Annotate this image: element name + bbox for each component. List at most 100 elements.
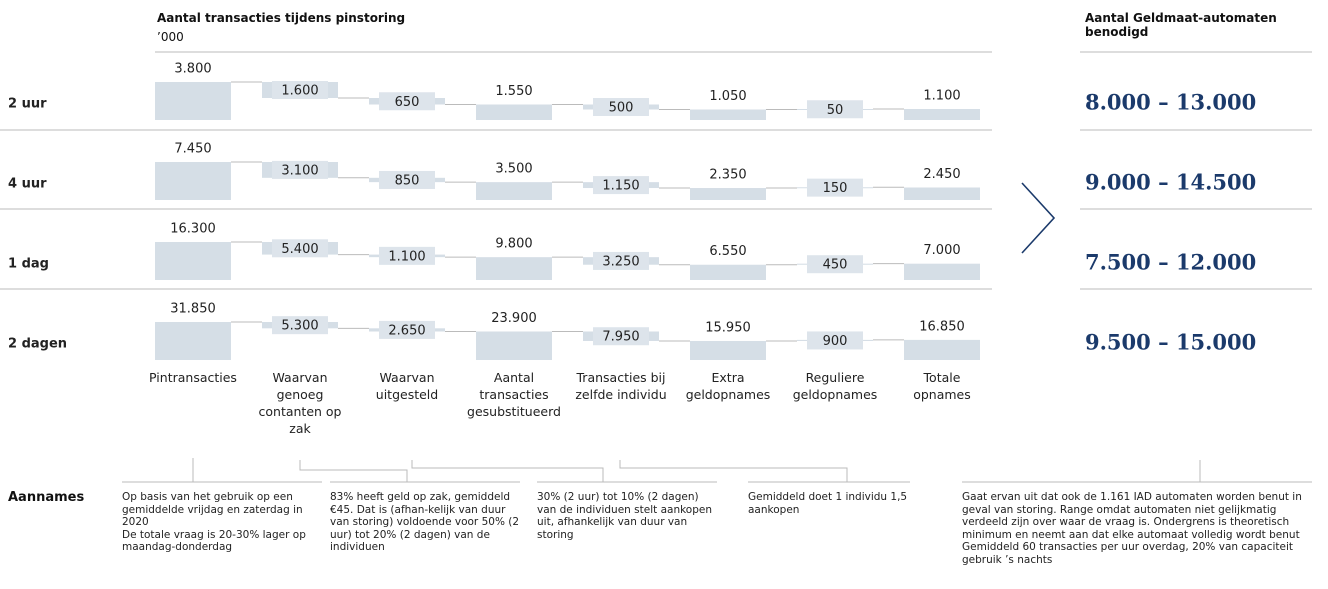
- category-label: Reguliere geldopnames: [792, 370, 878, 402]
- subtitle: ’000: [157, 30, 184, 44]
- bar: [690, 340, 766, 360]
- note-text: De totale vraag is 20-30% lager op maand…: [122, 528, 306, 554]
- value-label: 5.300: [281, 319, 318, 334]
- note-text: 30% (2 uur) tot 10% (2 dagen) van de ind…: [537, 491, 713, 541]
- value-label-box: [593, 98, 649, 116]
- value-label-box: [593, 176, 649, 195]
- result: 7.500 – 12.000: [1085, 250, 1256, 275]
- value-label: 23.900: [491, 311, 537, 326]
- bar: [155, 242, 231, 280]
- bar: [904, 339, 980, 360]
- value-label: 3.800: [174, 62, 211, 77]
- note-text: Op basis van het gebruik op een gemiddel…: [122, 491, 303, 528]
- category-label: Transacties bij zelfde individu: [575, 370, 667, 402]
- note: Gemiddeld doet 1 individu 1,5 aankopen: [748, 491, 913, 516]
- value-label: 450: [823, 258, 848, 273]
- value-label: 1.600: [281, 84, 318, 99]
- value-label: 500: [609, 101, 634, 116]
- bar: [476, 182, 552, 200]
- value-label: 9.800: [495, 237, 532, 252]
- value-label-box: [272, 239, 328, 258]
- value-label-box: [379, 92, 435, 111]
- value-label: 50: [827, 103, 844, 118]
- right-title: Aantal Geldmaat-automaten benodigd: [1085, 11, 1277, 39]
- row-label: 2 uur: [8, 97, 47, 112]
- bar: [476, 257, 552, 280]
- row-label: 1 dag: [8, 257, 49, 272]
- value-label: 1.150: [602, 179, 639, 194]
- value-label: 2.650: [388, 323, 425, 338]
- note-text: 83% heeft geld op zak, gemiddeld €45. Da…: [330, 491, 520, 553]
- assumptions-label: Aannames: [8, 490, 85, 505]
- category-label: Totale opnames: [913, 370, 971, 402]
- value-label: 6.550: [709, 244, 746, 259]
- value-label: 2.450: [923, 167, 960, 182]
- value-label: 7.450: [174, 142, 211, 157]
- value-label: 31.850: [170, 302, 216, 317]
- category-label: Pintransacties: [149, 370, 237, 385]
- arrow-chevron: [1021, 182, 1056, 254]
- value-label-box: [379, 170, 435, 189]
- bar: [155, 322, 231, 360]
- bar: [690, 109, 766, 120]
- value-label-box: [807, 178, 863, 197]
- note: 30% (2 uur) tot 10% (2 dagen) van de ind…: [537, 491, 717, 541]
- bar: [690, 264, 766, 280]
- category-label: Waarvan genoeg contanten op zak: [258, 370, 342, 436]
- category-label: Waarvan uitgesteld: [375, 370, 439, 402]
- value-label: 1.100: [923, 89, 960, 104]
- result: 9.000 – 14.500: [1085, 170, 1256, 195]
- row-label: 2 dagen: [8, 337, 67, 352]
- bar: [904, 263, 980, 280]
- value-label: 16.300: [170, 222, 216, 237]
- value-label: 7.000: [923, 243, 960, 258]
- value-label: 7.950: [602, 330, 639, 345]
- value-label-box: [379, 246, 435, 265]
- result: 9.500 – 15.000: [1085, 330, 1256, 355]
- value-label: 3.500: [495, 162, 532, 177]
- note-text: Gemiddeld 60 transacties per uur overdag…: [962, 541, 1293, 566]
- value-label: 1.050: [709, 89, 746, 104]
- value-label-box: [272, 81, 328, 99]
- value-label-box: [593, 251, 649, 270]
- category-label: Extra geldopnames: [685, 370, 771, 402]
- value-label-box: [272, 160, 328, 179]
- value-label: 850: [395, 173, 420, 188]
- value-label: 3.250: [602, 254, 639, 269]
- value-label: 1.100: [388, 249, 425, 264]
- value-label: 650: [395, 95, 420, 110]
- note: Gaat ervan uit dat ook de 1.161 IAD auto…: [962, 491, 1317, 566]
- bar: [155, 162, 231, 200]
- value-label: 900: [823, 334, 848, 349]
- result: 8.000 – 13.000: [1085, 90, 1256, 115]
- note: Op basis van het gebruik op een gemiddel…: [122, 491, 322, 554]
- category-label: Aantal transacties gesubstitueerd: [467, 370, 561, 419]
- row-label: 4 uur: [8, 177, 47, 192]
- value-label-box: [807, 100, 863, 119]
- note-text: Gaat ervan uit dat ook de 1.161 IAD auto…: [962, 491, 1302, 541]
- value-label: 150: [823, 181, 848, 196]
- value-label: 15.950: [705, 320, 751, 335]
- bar: [690, 188, 766, 200]
- bar: [155, 82, 231, 120]
- bar: [904, 187, 980, 200]
- value-label: 3.100: [281, 163, 318, 178]
- value-label-box: [593, 327, 649, 346]
- value-label-box: [379, 320, 435, 339]
- note-text: Gemiddeld doet 1 individu 1,5 aankopen: [748, 491, 908, 516]
- note: 83% heeft geld op zak, gemiddeld €45. Da…: [330, 491, 525, 554]
- value-label-box: [807, 255, 863, 274]
- value-label: 1.550: [495, 84, 532, 99]
- layout-lines: [0, 51, 1312, 483]
- bar: [904, 109, 980, 120]
- value-label: 5.400: [281, 242, 318, 257]
- bar: [476, 104, 552, 120]
- value-label: 16.850: [919, 319, 965, 334]
- value-label-box: [807, 331, 863, 350]
- value-label: 2.350: [709, 168, 746, 183]
- value-label-box: [272, 316, 328, 335]
- bar: [476, 331, 552, 360]
- title: Aantal transacties tijdens pinstoring: [157, 11, 406, 25]
